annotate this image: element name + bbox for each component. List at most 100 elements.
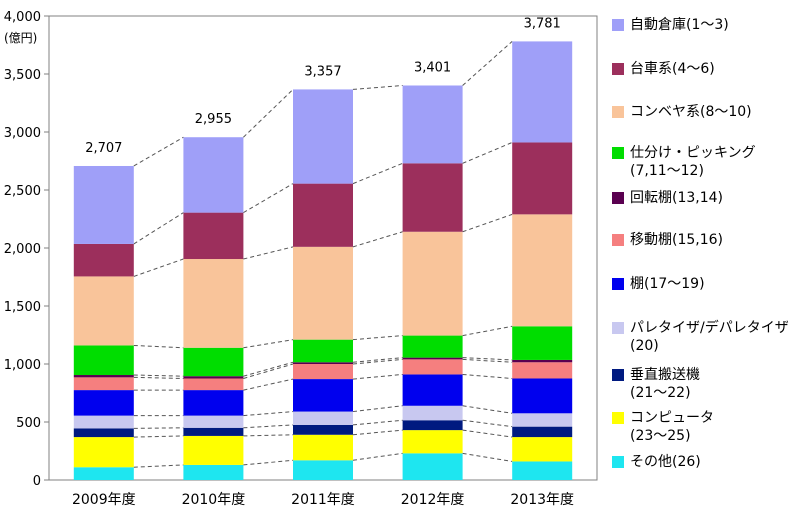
connector-line (352, 419, 403, 426)
legend-label: コンベヤ系(8～10) (630, 104, 752, 120)
bar-segment (183, 137, 244, 213)
connector-line (352, 452, 403, 461)
connector-line (133, 374, 184, 377)
bar-segment (402, 405, 463, 421)
bar-segment (73, 375, 134, 378)
bar-segment (512, 326, 573, 360)
legend-label: その他(26) (630, 454, 701, 470)
x-tick-label: 2012年度 (401, 492, 465, 508)
y-tick-label: 0 (33, 474, 41, 489)
bar-segment (293, 89, 353, 184)
bar-segment (512, 426, 573, 438)
legend-label: 棚(17～19) (630, 276, 705, 292)
bar-segment (183, 347, 244, 377)
connector-line (243, 378, 294, 391)
total-label: 2,707 (85, 141, 122, 156)
bars-group (73, 41, 573, 480)
connector-line (462, 419, 513, 428)
bar-segment (293, 246, 353, 340)
bar-segment (512, 378, 573, 414)
bar-segment (402, 420, 463, 431)
legend-swatch (612, 147, 624, 159)
connector-line (462, 141, 513, 164)
connector-line (352, 357, 403, 363)
bar-segment (293, 362, 353, 364)
bar-segment (402, 453, 463, 480)
bar-segment (183, 212, 244, 260)
connector-line (462, 405, 513, 414)
bar-segment (183, 259, 244, 348)
y-tick-label: 2,000 (4, 242, 41, 257)
y-unit-label: (億円) (4, 31, 37, 45)
connector-line (243, 459, 294, 466)
bar-segment (73, 467, 134, 480)
y-tick-label: 3,000 (4, 126, 41, 141)
legend: 自動倉庫(1～3) 台車系(4～6) コンベヤ系(8～10) 仕分け・ピッキング (7… (612, 6, 800, 476)
connector-line (133, 344, 184, 349)
connector-line (243, 411, 294, 417)
bar-segment (73, 345, 134, 376)
legend-swatch (612, 369, 624, 381)
connector-line (352, 84, 403, 90)
legend-item: 棚(17～19) (612, 275, 705, 293)
connector-line (243, 363, 294, 379)
bar-segment (73, 165, 134, 244)
bar-segment (402, 163, 463, 232)
bar-segment (512, 41, 573, 143)
bar-segment (512, 214, 573, 327)
connector-line (352, 358, 403, 365)
connector-line (462, 357, 513, 361)
connector-line (243, 424, 294, 429)
connector-line (352, 373, 403, 380)
bar-segment (293, 364, 353, 380)
bar-segment (293, 460, 353, 480)
bar-segment (73, 437, 134, 468)
legend-label: 自動倉庫(1～3) (630, 17, 729, 33)
bar-segment (73, 415, 134, 429)
connector-line (133, 427, 184, 429)
legend-item: 回転棚(13,14) (612, 189, 723, 207)
legend-label: コンピュータ (23～25) (630, 410, 714, 444)
legend-item: パレタイザ/デパレタイザ (20) (612, 319, 789, 355)
connector-line (133, 376, 184, 379)
bar-segment (293, 379, 353, 412)
connector-line (133, 464, 184, 468)
bar-segment (512, 359, 573, 363)
total-label: 3,781 (524, 16, 561, 31)
legend-item: 移動棚(15,16) (612, 231, 723, 249)
connector-line (243, 339, 294, 349)
legend-label: パレタイザ/デパレタイザ (20) (630, 320, 789, 354)
bar-segment (73, 428, 134, 438)
segment-connectors (133, 41, 513, 468)
legend-item: コンピュータ (23～25) (612, 409, 714, 445)
y-tick-label: 1,000 (4, 358, 41, 373)
legend-item: 自動倉庫(1～3) (612, 16, 729, 34)
bar-segment (73, 276, 134, 346)
connector-line (462, 325, 513, 337)
connector-line (352, 162, 403, 185)
bar-segment (512, 413, 573, 427)
bar-segment (293, 411, 353, 425)
bar-segment (183, 464, 244, 480)
x-tick-label: 2009年度 (72, 492, 136, 508)
y-tick-label: 4,000 (4, 10, 41, 25)
connector-line (352, 405, 403, 413)
x-tick-label: 2013年度 (510, 492, 574, 508)
bar-segment (293, 339, 353, 363)
connector-line (243, 89, 294, 138)
bar-segment (73, 390, 134, 416)
legend-item: コンベヤ系(8～10) (612, 103, 752, 121)
legend-item: 垂直搬送機 (21～22) (612, 366, 700, 402)
bar-segment (183, 427, 244, 436)
connector-line (133, 212, 184, 245)
bar-segment (512, 437, 573, 462)
legend-swatch (612, 106, 624, 118)
total-label: 3,357 (304, 64, 341, 79)
legend-swatch (612, 192, 624, 204)
y-tick-label: 2,500 (4, 184, 41, 199)
bar-segment (183, 390, 244, 416)
bar-segment (293, 424, 353, 435)
connector-line (462, 373, 513, 379)
connector-line (133, 136, 184, 167)
